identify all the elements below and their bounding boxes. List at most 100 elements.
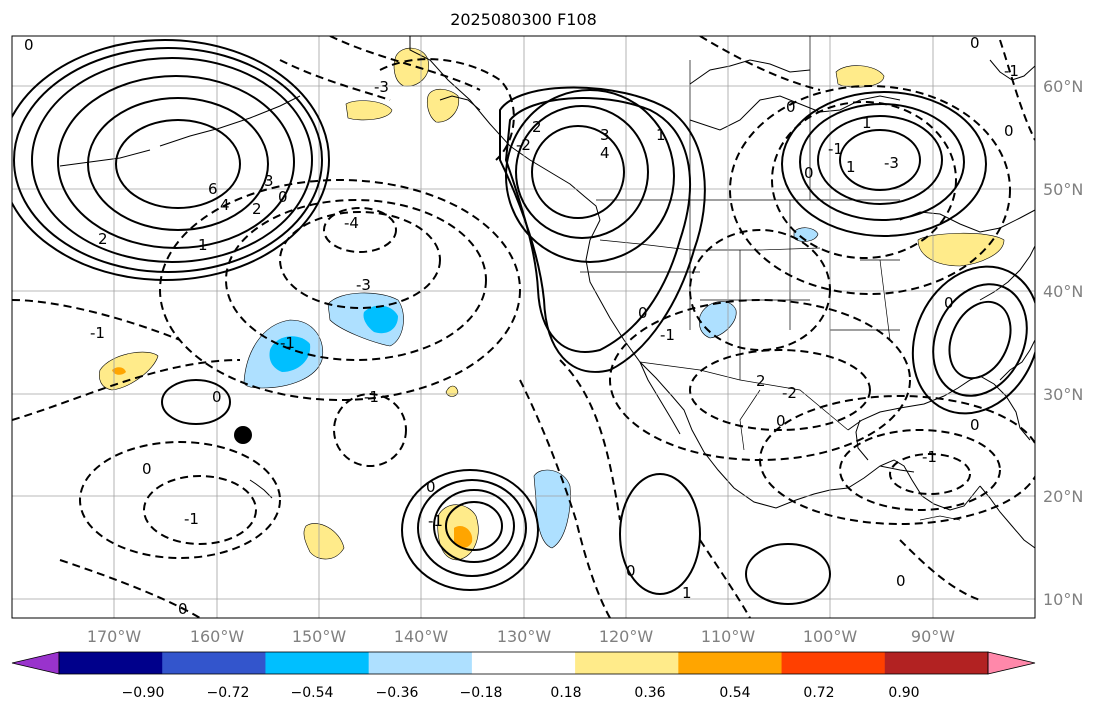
lat-label: 20°N (1043, 487, 1083, 506)
shade-yellow (835, 65, 885, 88)
contour-label: -1 (922, 448, 937, 466)
contour-label: -3 (356, 276, 371, 294)
colorbar-tick-label: −0.54 (291, 685, 334, 701)
contour-label: -3 (374, 78, 389, 96)
contour-label: 0 (426, 478, 436, 496)
lat-label: 50°N (1043, 180, 1083, 199)
colorbar-segment (162, 652, 266, 674)
contour-label: -4 (344, 214, 359, 232)
contour-label: 0 (970, 34, 980, 52)
shade-yellow (303, 523, 345, 560)
colorbar-segment (678, 652, 783, 674)
contour-label: 0 (638, 304, 648, 322)
contour-label: -2 (782, 384, 797, 402)
contour-label: 6 (208, 180, 218, 198)
contour-label: 1 (198, 236, 208, 254)
shaded-regions (99, 47, 1005, 561)
colorbar-border (58, 651, 989, 675)
dashed-contours (12, 36, 1035, 618)
lon-labels: 170°W 160°W 150°W 140°W 130°W 120°W 110°… (87, 627, 955, 646)
contour-label: 1 (682, 584, 692, 602)
colorbar-segment (471, 652, 576, 674)
shade-lightblue (793, 227, 819, 242)
colorbar-tick-label: 0.72 (803, 685, 834, 701)
lon-label: 130°W (497, 627, 552, 646)
lat-label: 40°N (1043, 282, 1083, 301)
shade-yellow (426, 88, 460, 123)
lat-labels: 60°N 50°N 40°N 30°N 20°N 10°N (1043, 77, 1083, 609)
lon-label: 90°W (911, 627, 955, 646)
map-title: 2025080300 F108 (450, 10, 597, 29)
colorbar-segment (265, 652, 370, 674)
lat-label: 10°N (1043, 590, 1083, 609)
colorbar-extend-high (987, 651, 1036, 675)
contour-label: 0 (944, 294, 954, 312)
contour-label: 0 (212, 388, 222, 406)
lon-label: 160°W (190, 627, 245, 646)
contour-label: -2 (516, 136, 531, 154)
contour-label: 2 (252, 200, 262, 218)
contour-label: 0 (786, 98, 796, 116)
colorbar-tick-label: −0.72 (207, 685, 250, 701)
contour-label: -1 (428, 512, 443, 530)
lon-label: 140°W (394, 627, 449, 646)
shade-blue (269, 336, 311, 372)
lon-label: 100°W (803, 627, 858, 646)
colorbar-segment (59, 652, 163, 674)
station-dot (234, 426, 252, 444)
contour-label: 2 (532, 118, 542, 136)
contour-label: 3 (600, 126, 610, 144)
lon-label: 120°W (599, 627, 654, 646)
lon-label: 170°W (87, 627, 142, 646)
contour-label: 0 (24, 36, 34, 54)
colorbar-tick-label: 0.18 (550, 685, 581, 701)
shade-yellow (917, 232, 1005, 267)
contour-label: 0 (142, 460, 152, 478)
colorbar-segment (884, 652, 989, 674)
contour-label: 0 (970, 416, 980, 434)
contour-label: 1 (656, 126, 666, 144)
colorbar-segment (781, 652, 886, 674)
contour-label: 3 (264, 172, 274, 190)
gridlines (12, 36, 1035, 618)
contour-label: -1 (364, 388, 379, 406)
contour-label: 4 (220, 196, 230, 214)
contour-label: 0 (776, 412, 786, 430)
colorbar-tick-label: 0.90 (888, 685, 919, 701)
colorbar-segment (368, 652, 473, 674)
colorbar-tick-label: 0.36 (634, 685, 665, 701)
lon-label: 150°W (292, 627, 347, 646)
contour-label: 2 (98, 230, 108, 248)
contour-label: -1 (90, 324, 105, 342)
contour-label: 2 (756, 372, 766, 390)
contour-label: -1 (1004, 62, 1019, 80)
shade-orange (454, 525, 473, 548)
contour-label: 0 (896, 572, 906, 590)
shade-orange (112, 367, 126, 375)
contour-label: 0 (278, 188, 288, 206)
colorbar-tick-labels: −0.90 −0.72 −0.54 −0.36 −0.18 0.18 0.36 … (122, 685, 920, 701)
shade-yellow (345, 100, 393, 121)
contour-label: 0 (804, 164, 814, 182)
colorbar (11, 651, 1036, 675)
contour-label: -1 (828, 140, 843, 158)
contour-label: 1 (862, 114, 872, 132)
contour-label: 0 (1004, 122, 1014, 140)
lat-label: 60°N (1043, 77, 1083, 96)
colorbar-tick-label: −0.18 (460, 685, 503, 701)
contour-label: 4 (600, 144, 610, 162)
colorbar-tick-label: 0.54 (719, 685, 750, 701)
colorbar-tick-label: −0.36 (376, 685, 419, 701)
contour-label: -1 (184, 510, 199, 528)
contour-label: -1 (280, 334, 295, 352)
contour-label: -1 (660, 326, 675, 344)
contour-label: 1 (846, 158, 856, 176)
solid-contours (12, 39, 1035, 605)
contour-label: 0 (178, 600, 188, 618)
map-frame (11, 35, 1036, 619)
shade-lightblue (699, 301, 737, 339)
colorbar-segment (575, 652, 679, 674)
shade-blue (363, 305, 398, 334)
lat-label: 30°N (1043, 385, 1083, 404)
